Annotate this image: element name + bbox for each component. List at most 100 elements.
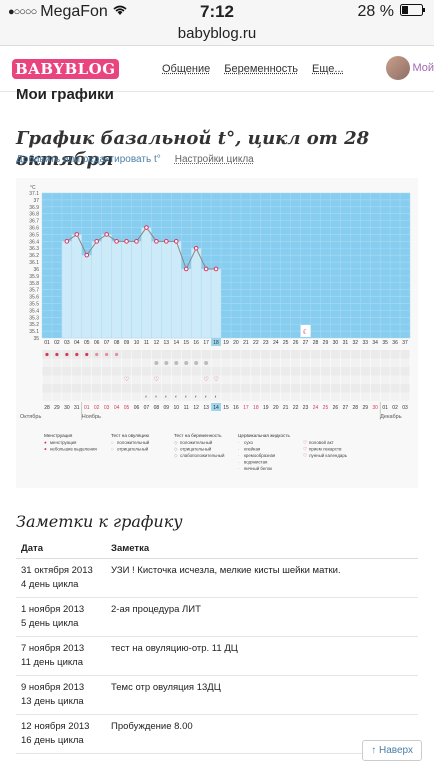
legend-icon: ● [44, 447, 47, 452]
bbt-chart: 3535.135.235.335.435.535.635.735.835.936… [16, 178, 418, 488]
temperature-bar [91, 241, 102, 339]
site-header: BABYBLOG Общение Беременность Еще... Мой [0, 46, 434, 92]
cycle-settings-link[interactable]: Настройки цикла [174, 154, 254, 165]
date-label: 11 [184, 405, 189, 411]
marker-row [42, 384, 410, 393]
note-text: Пробуждение 8.00 [106, 714, 418, 754]
table-row: 9 ноября 2013 13 день цикла Темс отр овуля… [16, 675, 418, 715]
signal-icon: ●○○○○ [8, 6, 37, 18]
day-label: 07 [104, 340, 110, 346]
temperature-point [154, 239, 159, 244]
y-tick-label: 36.2 [29, 253, 39, 259]
current-date-highlight [211, 403, 222, 411]
moon-icon: ◐ [195, 394, 198, 400]
temperature-bar [121, 241, 132, 339]
heart-icon: ♡ [124, 376, 129, 383]
y-tick-label: 37 [33, 198, 39, 204]
date-label: 27 [343, 405, 349, 411]
day-label: 13 [164, 340, 170, 346]
edit-temperature-link[interactable]: Добавить или редактировать t° [16, 154, 161, 165]
ovulation-test-icon [204, 361, 209, 365]
y-tick-label: 35.3 [29, 315, 39, 321]
note-date: 12 ноября 2013 [21, 720, 90, 732]
marker-row [42, 392, 410, 401]
temperature-bar [151, 241, 162, 339]
legend-icon: · [238, 447, 240, 452]
date-label: 21 [283, 405, 289, 411]
note-date: 7 ноября 2013 [21, 642, 85, 654]
temperature-bar [181, 268, 192, 339]
date-label: 20 [273, 405, 279, 411]
legend-icon: · [238, 466, 240, 471]
marker-special [300, 325, 311, 337]
date-label: 05 [124, 405, 130, 411]
day-label: 19 [223, 340, 229, 346]
date-label: 02 [392, 405, 398, 411]
temperature-point [114, 239, 119, 244]
legend-item: яичный белок [244, 466, 272, 471]
note-text: тест на овуляцию-отр. 11 ДЦ [106, 636, 418, 676]
moon-icon: ◐ [165, 394, 168, 400]
legend-title: Менструация [44, 433, 73, 438]
legend-item: прием лекарств [309, 447, 342, 452]
url-bar[interactable]: babyblog.ru [0, 24, 434, 46]
note-text: 2-ая процедура ЛИТ [106, 597, 418, 637]
menstruation-icon [85, 352, 89, 357]
day-label: 03 [64, 340, 70, 346]
table-row: 31 октября 2013 4 день цикла УЗИ ! Кисточк… [16, 558, 418, 598]
y-tick-label: 36.7 [29, 219, 39, 225]
ovulation-test-icon [174, 361, 179, 365]
avatar[interactable] [386, 56, 410, 80]
day-label: 31 [343, 340, 349, 346]
lunar-icon: ☾ [302, 329, 308, 336]
y-tick-label: 35.8 [29, 281, 39, 287]
legend-title: Тест на беременность [174, 433, 222, 438]
site-logo[interactable]: BABYBLOG [12, 58, 162, 79]
nav-item-more[interactable]: Еще... [312, 62, 344, 75]
note-cycle-day: 11 день цикла [21, 656, 84, 668]
profile-link[interactable]: Мой [412, 62, 434, 74]
legend-icon: ♡ [303, 447, 307, 452]
note-text: Темс отр овуляция 13ДЦ [106, 675, 418, 715]
legend-icon: ◇ [174, 440, 178, 445]
day-label: 12 [154, 340, 160, 346]
date-label: 09 [164, 405, 170, 411]
y-tick-label: 36.4 [29, 239, 39, 245]
date-label: 12 [193, 405, 199, 411]
temperature-bar [141, 227, 152, 339]
date-label: 06 [134, 405, 140, 411]
temperature-bar [81, 254, 92, 339]
day-label: 05 [84, 340, 90, 346]
wifi-icon [112, 3, 128, 21]
legend-icon: · [238, 460, 240, 465]
moon-icon: ◐ [205, 394, 208, 400]
month-label: Декабрь [380, 414, 402, 420]
heart-icon: ♡ [154, 376, 159, 383]
legend-item: отрицательный [180, 447, 212, 452]
nav-item-pregnancy[interactable]: Беременность [224, 62, 299, 75]
ovulation-test-icon [194, 361, 199, 365]
date-label: 14 [213, 405, 219, 411]
legend-item: менструация [50, 440, 77, 445]
date-label: 01 [382, 405, 388, 411]
main-nav: Общение Беременность Еще... [162, 63, 344, 75]
date-label: 17 [243, 405, 249, 411]
moon-icon: ◐ [155, 394, 158, 400]
ovulation-test-icon [164, 361, 169, 365]
y-tick-label: 35.9 [29, 274, 39, 280]
back-to-top-button[interactable]: ↑ Наверх [362, 740, 422, 761]
temperature-point [144, 225, 149, 230]
day-label: 10 [134, 340, 140, 346]
date-label: 13 [203, 405, 209, 411]
moon-icon: ◐ [145, 394, 148, 400]
carrier-info: ●○○○○ MegaFon [8, 3, 128, 21]
nav-item-communication[interactable]: Общение [162, 62, 211, 75]
legend-item: положительный [117, 440, 150, 445]
y-tick-label: 35.1 [29, 329, 39, 335]
day-label: 32 [353, 340, 359, 346]
note-cycle-day: 5 день цикла [21, 617, 79, 629]
day-label: 04 [74, 340, 80, 346]
date-label: 25 [323, 405, 329, 411]
legend-icon: ● [44, 440, 47, 445]
day-label: 22 [253, 340, 259, 346]
